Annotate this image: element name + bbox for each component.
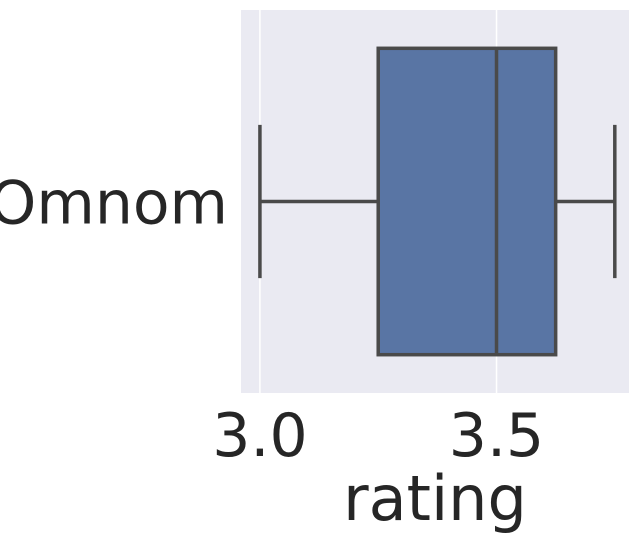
x-tick-label: 3.5 [449, 401, 544, 471]
x-tick-labels: 3.0 3.5 [212, 401, 544, 471]
x-tick-label: 3.0 [212, 401, 307, 471]
boxes [258, 46, 617, 357]
box-iqr [376, 46, 558, 357]
category-label: Omnom [0, 169, 228, 239]
category-labels: Omnom [0, 169, 228, 239]
x-axis-label: rating [343, 462, 527, 535]
